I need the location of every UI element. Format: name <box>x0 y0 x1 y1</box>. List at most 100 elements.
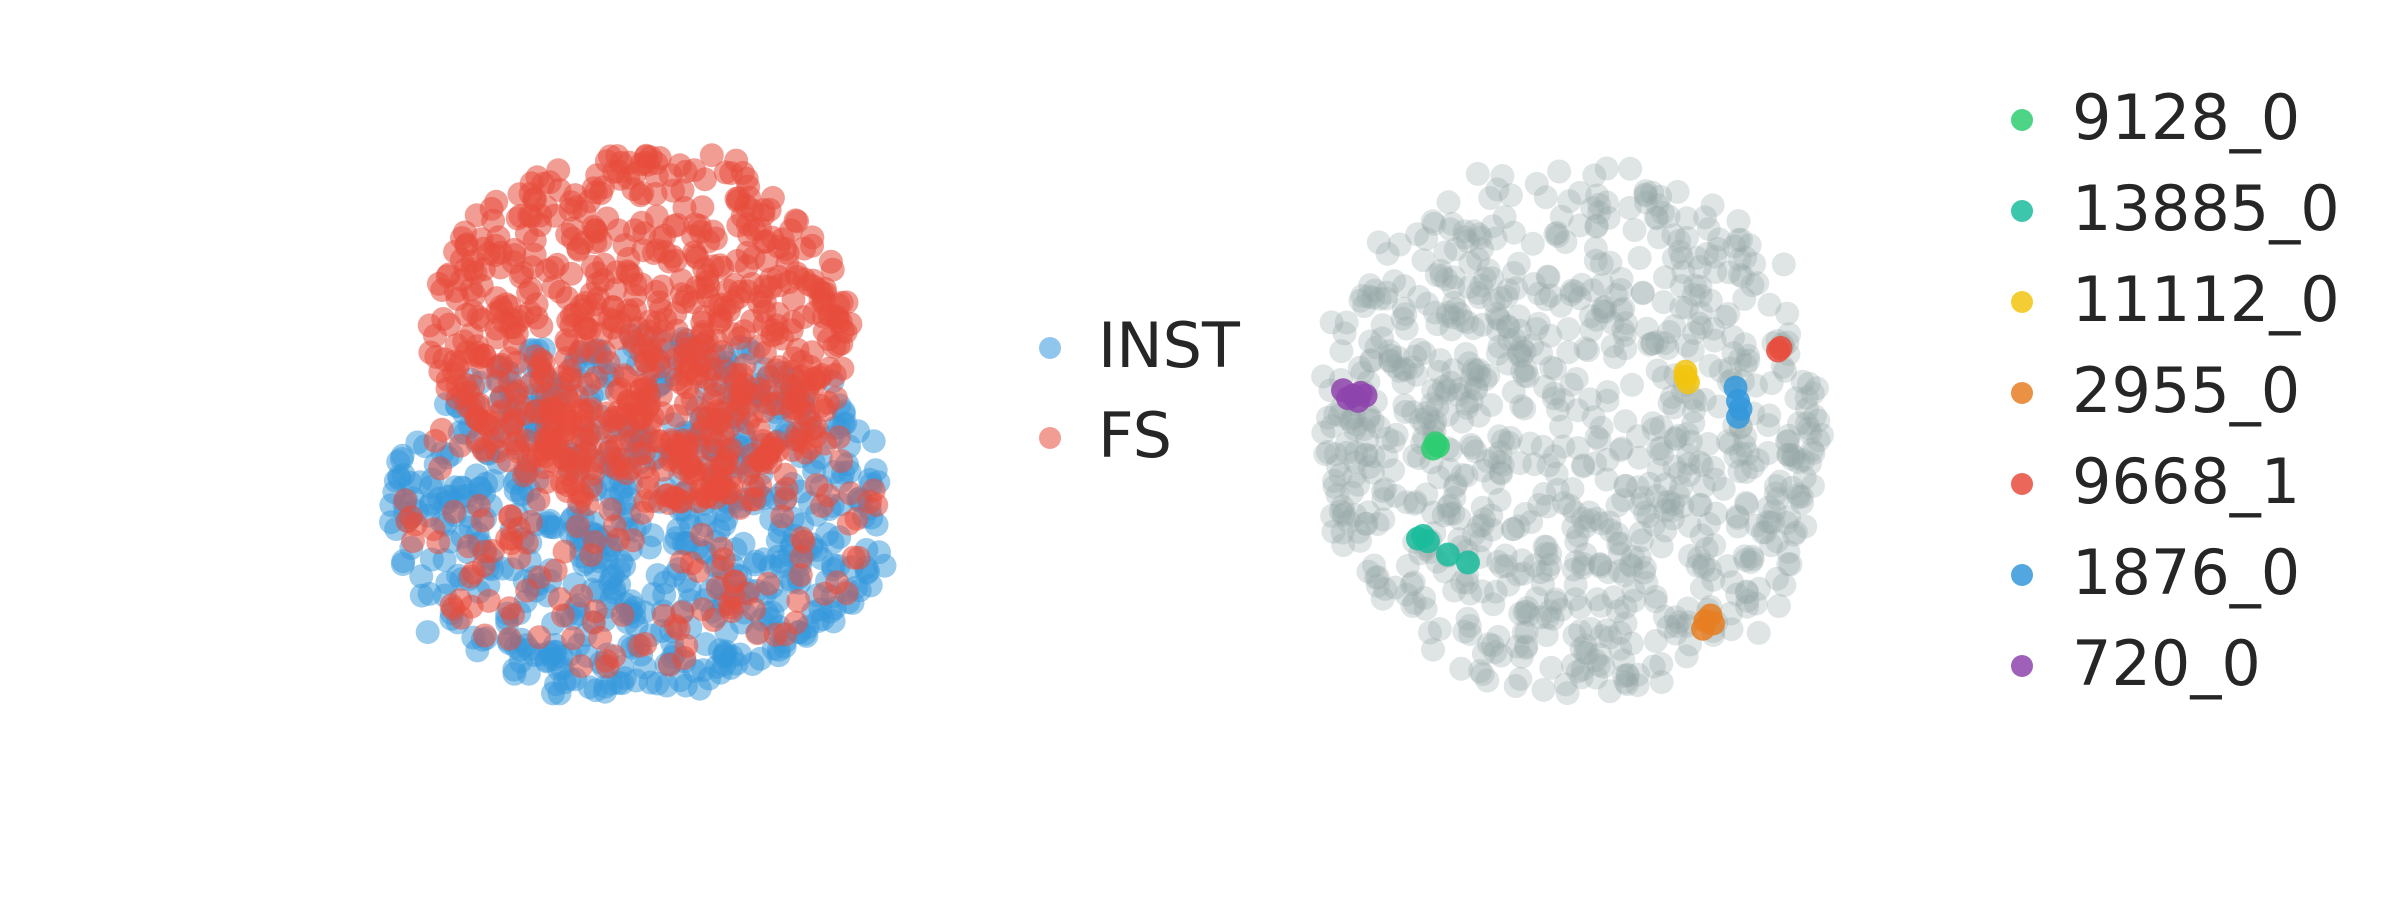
scatter-point-background <box>1765 487 1790 512</box>
scatter-point-background <box>1371 507 1396 532</box>
scatter-point-background <box>1756 441 1781 465</box>
scatter-point-background <box>1780 442 1805 467</box>
scatter-point-background <box>1526 311 1551 336</box>
scatter-point-background <box>1365 573 1390 598</box>
scatter-point-fs <box>650 401 675 426</box>
scatter-point-background <box>1321 519 1346 544</box>
scatter-point-background <box>1481 289 1506 314</box>
legend-marker-9668-1 <box>2011 473 2033 495</box>
scatter-point-background <box>1656 489 1681 514</box>
scatter-point-background <box>1472 266 1497 291</box>
scatter-point-background <box>1479 503 1504 528</box>
scatter-point-background <box>1545 223 1570 248</box>
scatter-point-background <box>1627 246 1652 270</box>
scatter-point-background <box>1594 467 1619 492</box>
scatter-point-background <box>1645 206 1670 231</box>
scatter-point-background <box>1675 421 1700 446</box>
scatter-point-background <box>1407 284 1432 309</box>
scatter-point-background <box>1544 461 1569 486</box>
scatter-point-background <box>1720 570 1745 595</box>
scatter-point-background <box>1625 673 1650 698</box>
scatter-point-fs <box>788 562 813 587</box>
scatter-point-background <box>1428 258 1453 283</box>
scatter-point-background <box>1443 297 1468 322</box>
scatter-point-background <box>1570 506 1595 531</box>
scatter-point-fs <box>670 178 695 203</box>
scatter-point-13885-0 <box>1436 542 1460 567</box>
scatter-point-fs <box>836 511 861 536</box>
scatter-point-background <box>1402 491 1427 516</box>
scatter-point-fs <box>432 347 457 372</box>
scatter-point-background <box>1330 520 1355 545</box>
scatter-point-background <box>1732 433 1757 458</box>
scatter-point-background <box>1527 281 1551 306</box>
scatter-point-fs <box>667 153 692 178</box>
scatter-point-background <box>1645 358 1670 383</box>
scatter-point-background <box>1583 648 1608 673</box>
scatter-point-background <box>1428 348 1453 373</box>
scatter-point-background <box>1488 286 1513 311</box>
scatter-point-background <box>1506 251 1531 276</box>
scatter-plot-inst-fs <box>379 143 897 706</box>
scatter-point-background <box>1588 554 1613 579</box>
scatter-point-background <box>1578 508 1602 533</box>
scatter-point-background <box>1671 260 1696 285</box>
scatter-point-background <box>1374 280 1399 305</box>
scatter-point-background <box>1403 344 1428 369</box>
scatter-point-background <box>1556 317 1581 342</box>
scatter-point-background <box>1734 490 1759 515</box>
scatter-point-background <box>1542 444 1567 469</box>
scatter-point-background <box>1697 511 1721 536</box>
scatter-point-background <box>1589 415 1614 440</box>
scatter-point-background <box>1513 501 1538 526</box>
scatter-point-background <box>1715 429 1740 454</box>
scatter-point-background <box>1676 596 1700 621</box>
scatter-point-background <box>1384 422 1409 447</box>
scatter-point-background <box>1501 517 1526 542</box>
scatter-point-background <box>1613 409 1638 434</box>
scatter-point-background <box>1622 218 1647 242</box>
scatter-point-background <box>1371 487 1396 511</box>
scatter-point-background <box>1481 470 1506 495</box>
scatter-point-fs <box>781 310 806 334</box>
scatter-point-background <box>1570 555 1595 580</box>
scatter-point-background <box>1782 522 1806 547</box>
scatter-point-background <box>1407 337 1432 362</box>
scatter-point-background <box>1609 298 1634 323</box>
scatter-point-background <box>1609 436 1634 461</box>
scatter-point-background <box>1584 307 1609 332</box>
scatter-point-fs <box>689 522 714 547</box>
scatter-point-background <box>1391 370 1416 395</box>
scatter-point-background <box>1703 244 1728 269</box>
scatter-point-fs <box>429 417 454 442</box>
scatter-point-background <box>1733 353 1758 377</box>
scatter-point-background <box>1536 265 1561 290</box>
scatter-point-background <box>1446 382 1471 407</box>
scatter-point-background <box>1634 190 1658 215</box>
scatter-point-fs <box>448 433 473 458</box>
scatter-point-background <box>1487 307 1512 332</box>
scatter-point-background <box>1573 633 1598 658</box>
scatter-point-fs <box>567 490 592 515</box>
scatter-point-background <box>1311 364 1336 389</box>
scatter-point-fs <box>526 487 551 512</box>
scatter-point-background <box>1435 378 1460 403</box>
scatter-point-background <box>1786 450 1811 474</box>
scatter-point-fs <box>559 190 584 215</box>
scatter-point-background <box>1681 411 1706 436</box>
scatter-point-background <box>1557 493 1582 518</box>
scatter-point-inst <box>863 458 888 483</box>
scatter-point-background <box>1640 180 1665 205</box>
scatter-point-background <box>1415 291 1440 316</box>
scatter-point-background <box>1683 388 1708 413</box>
scatter-point-fs <box>431 307 456 331</box>
scatter-point-background <box>1764 474 1788 499</box>
scatter-point-background <box>1512 363 1537 388</box>
scatter-point-background <box>1646 225 1671 250</box>
scatter-point-background <box>1450 570 1475 595</box>
scatter-point-background <box>1559 278 1584 303</box>
scatter-point-background <box>1761 510 1786 535</box>
scatter-point-background <box>1726 228 1751 252</box>
scatter-point-background <box>1490 452 1515 477</box>
scatter-point-background <box>1692 387 1717 412</box>
